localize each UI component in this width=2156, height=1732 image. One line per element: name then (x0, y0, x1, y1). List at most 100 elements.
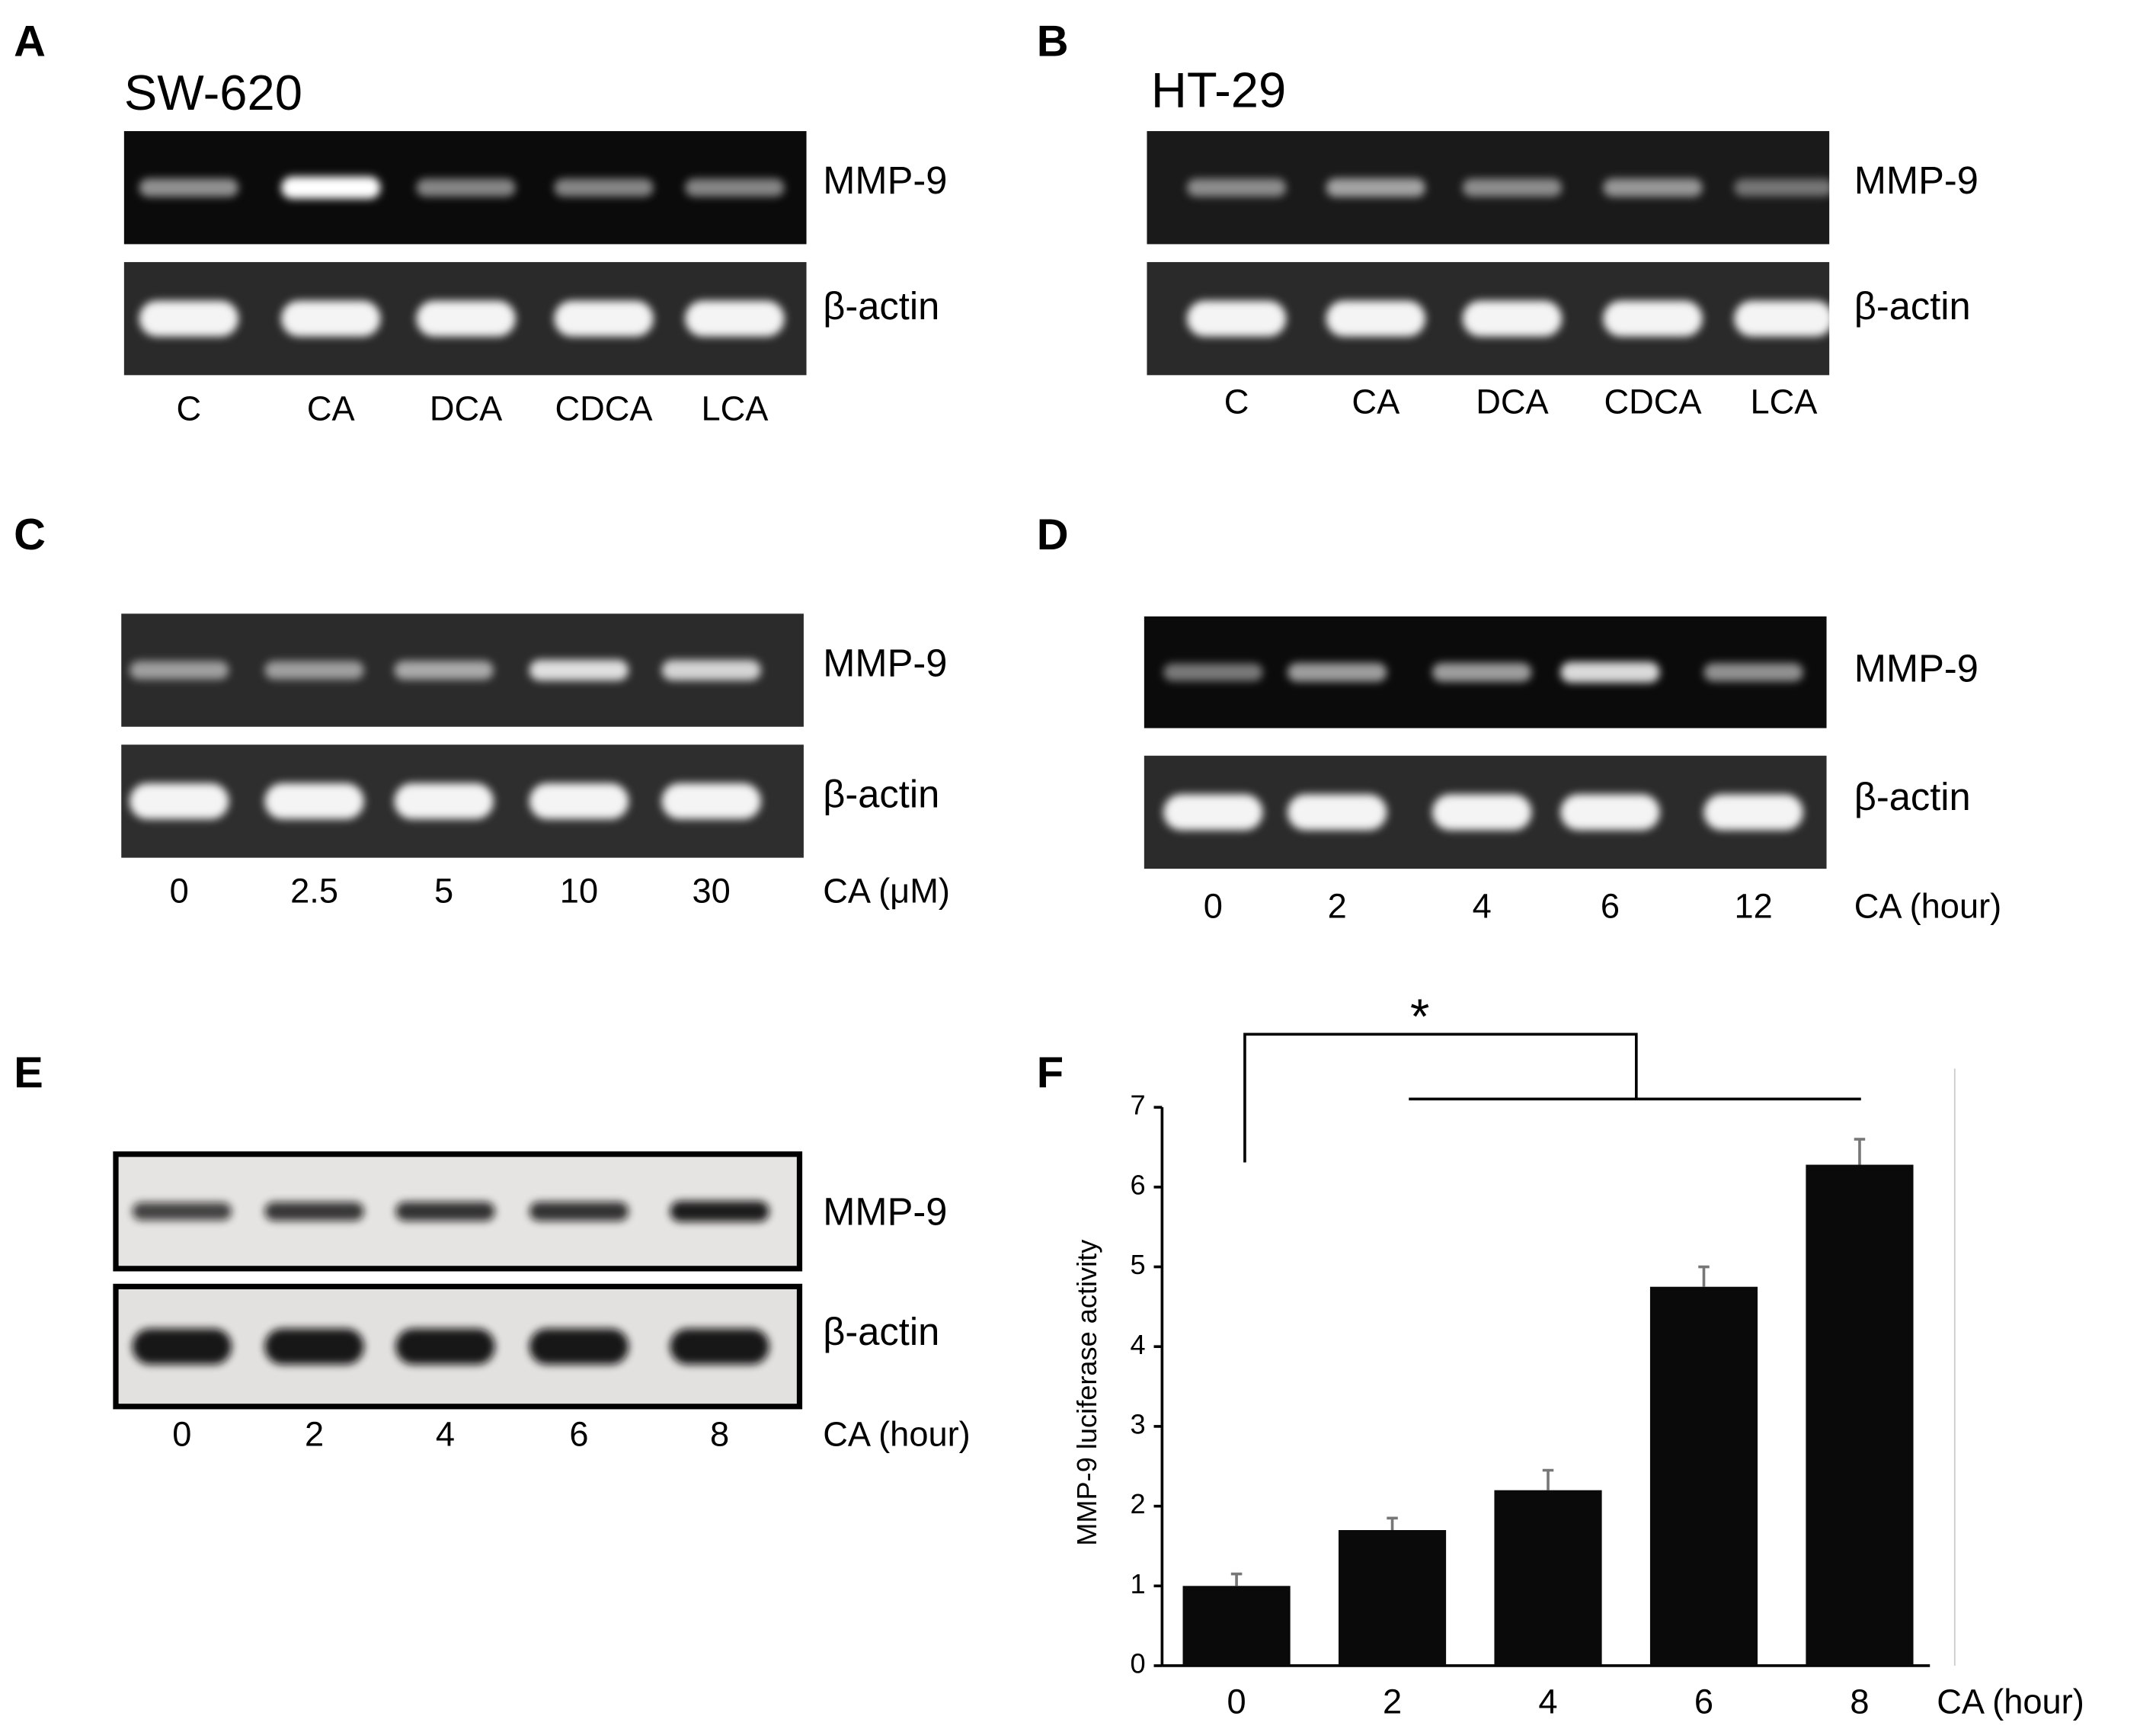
band (394, 661, 494, 680)
row-label: β-actin (823, 772, 939, 815)
band (685, 300, 785, 337)
band (554, 178, 654, 197)
bar (1806, 1164, 1914, 1666)
panel-label: D (1037, 511, 1069, 559)
band (529, 1328, 629, 1365)
lane-label: LCA (1750, 382, 1818, 421)
row-label: β-actin (1854, 284, 1971, 328)
band (264, 783, 364, 819)
bar (1649, 1286, 1758, 1666)
band (1462, 300, 1563, 337)
row-label: β-actin (1854, 775, 1971, 818)
band (1560, 794, 1660, 831)
lane-label: DCA (1476, 382, 1549, 421)
row-label: MMP-9 (823, 1190, 947, 1234)
panel-label: E (14, 1048, 43, 1097)
lane-label: 6 (569, 1415, 588, 1454)
lane-label: 30 (693, 872, 731, 911)
lane-label: C (177, 389, 202, 427)
y-tick-label: 6 (1131, 1169, 1146, 1200)
band (281, 300, 381, 337)
band (1560, 661, 1660, 683)
lane-label: CA (1351, 382, 1400, 421)
lane-label: DCA (430, 389, 503, 427)
band (685, 178, 785, 197)
lane-label: 10 (560, 872, 598, 911)
band (281, 176, 381, 199)
lane-label: 5 (434, 872, 453, 911)
error-bar (1854, 1138, 1866, 1165)
band (1163, 663, 1263, 681)
error-bar (1387, 1516, 1398, 1531)
band (661, 783, 761, 819)
error-bar (1230, 1572, 1243, 1586)
lane-label: CDCA (1604, 382, 1702, 421)
y-tick-label: 2 (1131, 1488, 1146, 1519)
lane-label: LCA (701, 389, 769, 427)
band (1186, 178, 1287, 197)
y-axis-label: MMP-9 luciferase activity (1071, 1239, 1102, 1546)
band (132, 1328, 232, 1365)
band (661, 660, 761, 680)
band (1432, 794, 1532, 831)
panel-title: HT-29 (1151, 62, 1286, 117)
bar (1494, 1490, 1602, 1666)
unit-label: CA (μM) (823, 872, 950, 911)
band (1326, 300, 1425, 337)
unit-label: CA (hour) (823, 1415, 971, 1454)
band (670, 1328, 769, 1365)
y-tick-label: 4 (1131, 1329, 1146, 1360)
band (1326, 178, 1425, 197)
row-label: β-actin (823, 1310, 939, 1353)
band (264, 1202, 364, 1221)
annotation: * (1410, 988, 1429, 1044)
band (264, 1328, 364, 1365)
x-tick-label: 8 (1850, 1682, 1869, 1721)
panel-label: F (1037, 1048, 1064, 1097)
lane-label: 2 (305, 1415, 324, 1454)
row-label: MMP-9 (1854, 647, 1978, 690)
panel-label: A (14, 17, 46, 66)
lane-label: 6 (1601, 887, 1620, 926)
y-tick-label: 7 (1131, 1090, 1146, 1121)
band (394, 783, 494, 819)
x-tick-label: 0 (1227, 1682, 1246, 1721)
band (670, 1201, 769, 1222)
row-label: MMP-9 (823, 642, 947, 685)
row-label: β-actin (823, 284, 939, 328)
band (1288, 662, 1387, 682)
lane-label: 4 (1473, 887, 1492, 926)
x-tick-label: 6 (1694, 1682, 1713, 1721)
lane-label: 2.5 (290, 872, 338, 911)
error-bar (1542, 1468, 1554, 1490)
row-label: MMP-9 (1854, 158, 1978, 202)
y-tick-label: 3 (1131, 1408, 1146, 1439)
bar (1182, 1586, 1291, 1666)
panel-label: C (14, 511, 46, 559)
band (1163, 794, 1263, 831)
lane-label: 0 (1204, 887, 1223, 926)
band (130, 783, 229, 819)
band (1734, 179, 1834, 197)
lane-label: C (1224, 382, 1249, 421)
y-tick-label: 1 (1131, 1568, 1146, 1599)
band (395, 1202, 495, 1221)
y-tick-label: 5 (1131, 1249, 1146, 1280)
lane-label: 0 (172, 1415, 191, 1454)
band (139, 300, 239, 337)
lane-label: 12 (1734, 887, 1772, 926)
band (1603, 178, 1703, 197)
band (139, 178, 239, 197)
lane-label: 4 (436, 1415, 455, 1454)
band (1703, 663, 1803, 682)
band (554, 300, 654, 337)
band (264, 661, 364, 680)
panel-title: SW-620 (124, 65, 302, 120)
bar (1338, 1530, 1447, 1666)
band (1186, 300, 1287, 337)
lane-label: CDCA (555, 389, 653, 427)
lane-label: 8 (710, 1415, 729, 1454)
band (529, 659, 629, 681)
band (1703, 794, 1803, 831)
